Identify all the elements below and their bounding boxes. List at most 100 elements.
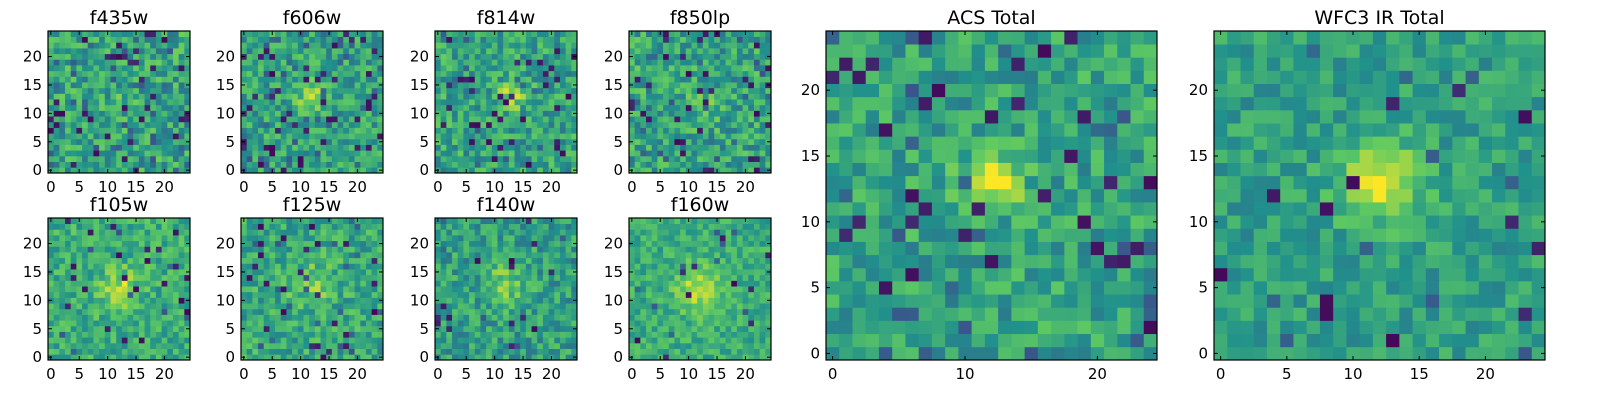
heatmap-cell [252, 274, 259, 281]
heatmap-cell [93, 297, 100, 304]
heatmap-cell [82, 121, 89, 128]
heatmap-cell [59, 31, 66, 38]
heatmap-cell [657, 320, 664, 327]
heatmap-cell [167, 42, 174, 49]
heatmap-cell [542, 348, 549, 355]
heatmap-cell [127, 150, 134, 157]
heatmap-cell [759, 144, 766, 151]
heatmap-cell [565, 82, 572, 89]
heatmap-cell [360, 280, 367, 287]
heatmap-cell [178, 48, 185, 55]
heatmap-cell [348, 138, 355, 145]
heatmap-cell [559, 308, 566, 315]
heatmap-cell [133, 48, 140, 55]
heatmap-cell [365, 99, 372, 106]
heatmap-cell [525, 229, 532, 236]
heatmap-cell [753, 167, 760, 174]
heatmap-cell [634, 150, 641, 157]
panel-title: f140w [477, 194, 536, 216]
heatmap-cell [731, 59, 738, 66]
heatmap-cell [76, 70, 83, 77]
heatmap-cell [241, 161, 248, 168]
heatmap-cell [138, 218, 145, 225]
heatmap-cell [263, 155, 270, 162]
heatmap-cell [110, 303, 117, 310]
heatmap-cell [452, 155, 459, 162]
heatmap-cell [280, 218, 287, 225]
heatmap-cell [246, 269, 253, 276]
heatmap-cell [331, 223, 338, 230]
heatmap-cell [491, 48, 498, 55]
heatmap-cell [303, 218, 310, 225]
heatmap-cell [657, 133, 664, 140]
heatmap-cell [82, 246, 89, 253]
heatmap-cell [571, 308, 578, 315]
heatmap-cell [463, 93, 470, 100]
heatmap-cell [742, 121, 749, 128]
heatmap-cell [674, 76, 681, 83]
heatmap-cell [457, 229, 464, 236]
heatmap-cell [463, 53, 470, 60]
heatmap-cell [736, 133, 743, 140]
heatmap-cell [674, 121, 681, 128]
heatmap-cell [537, 155, 544, 162]
heatmap-cell [314, 331, 321, 338]
heatmap-cell [82, 42, 89, 49]
heatmap-cell [303, 235, 310, 242]
heatmap-cell [150, 274, 157, 281]
heatmap-cell [629, 65, 636, 72]
heatmap-cell [680, 99, 687, 106]
heatmap-cell [531, 31, 538, 38]
heatmap-cell [70, 53, 77, 60]
heatmap-cell [258, 218, 265, 225]
heatmap-cell [138, 223, 145, 230]
y-tick-label: 5 [225, 133, 235, 151]
heatmap-cell [133, 104, 140, 111]
heatmap-cell [663, 320, 670, 327]
heatmap-cell [759, 31, 766, 38]
heatmap-cell [155, 257, 162, 264]
heatmap-cell [554, 303, 561, 310]
heatmap-cell [554, 150, 561, 157]
heatmap-cell [127, 240, 134, 247]
heatmap-cell [469, 53, 476, 60]
heatmap-cell [463, 269, 470, 276]
heatmap-cell [354, 133, 361, 140]
heatmap-cell [269, 280, 276, 287]
heatmap-cell [297, 65, 304, 72]
heatmap-cell [520, 269, 527, 276]
heatmap-cell [640, 354, 647, 361]
heatmap-cell [280, 303, 287, 310]
heatmap-cell [377, 42, 384, 49]
heatmap-cell [331, 59, 338, 66]
heatmap-cell [486, 93, 493, 100]
heatmap-cell [520, 116, 527, 123]
heatmap-cell [167, 82, 174, 89]
heatmap-cell [491, 303, 498, 310]
heatmap-cell [457, 235, 464, 242]
heatmap-cell [99, 337, 106, 344]
heatmap-cell [116, 342, 123, 349]
heatmap-cell [99, 42, 106, 49]
heatmap-cell [565, 229, 572, 236]
heatmap-cell [435, 99, 442, 106]
heatmap-cell [565, 76, 572, 83]
heatmap-cell [314, 342, 321, 349]
heatmap-cell [685, 274, 692, 281]
heatmap-cell [469, 320, 476, 327]
heatmap-cell [116, 53, 123, 60]
heatmap-cell [354, 127, 361, 134]
heatmap-cell [571, 257, 578, 264]
heatmap-cell [371, 291, 378, 298]
heatmap-cell [104, 82, 111, 89]
heatmap-cell [714, 36, 721, 43]
heatmap-cell [82, 116, 89, 123]
heatmap-cell [269, 82, 276, 89]
heatmap-cell [759, 320, 766, 327]
heatmap-cell [82, 218, 89, 225]
heatmap-cell [314, 235, 321, 242]
heatmap-cell [314, 257, 321, 264]
heatmap-cell [343, 82, 350, 89]
heatmap-cell [702, 121, 709, 128]
heatmap-cell [65, 337, 72, 344]
